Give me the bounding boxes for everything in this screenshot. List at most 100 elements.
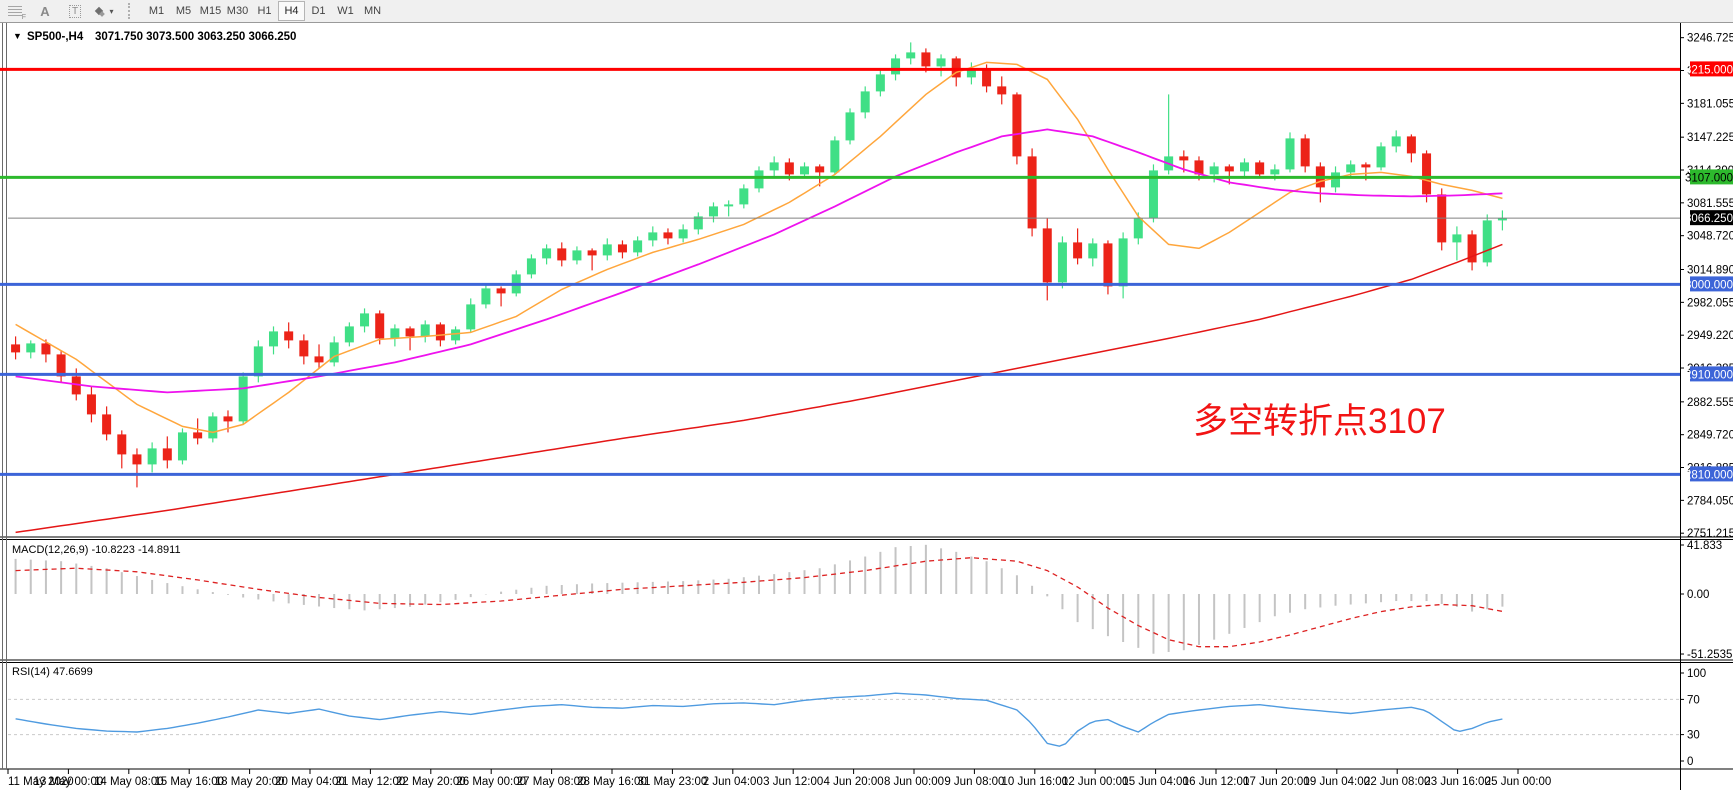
timeframe-button-group: M1 M5 M15 M30 H1 H4 D1 W1 MN (143, 1, 386, 21)
candle-up (466, 304, 476, 330)
candle-up (678, 229, 688, 239)
candle-up (1270, 169, 1280, 175)
chart-area[interactable]: 3246.7253213.8903181.0553147.2253114.390… (0, 23, 1733, 790)
candle-up (526, 258, 536, 275)
candle-up (1391, 136, 1401, 147)
candle-up (360, 313, 370, 327)
candle-up (26, 343, 36, 353)
candle-down (982, 68, 992, 87)
timeframe-w1-button[interactable]: W1 (337, 5, 354, 17)
chart-collapse-icon[interactable]: ▼ (13, 31, 22, 41)
timeframe-d1-button[interactable]: D1 (311, 5, 326, 17)
hline-badge (1690, 61, 1733, 77)
candle-down (284, 331, 294, 341)
macd-tick-label: -51.2535 (1687, 649, 1732, 661)
candle-up (1118, 238, 1128, 287)
time-tick-label: 10 Jun 16:00 (1002, 776, 1069, 788)
boxed-t-icon: T (68, 4, 82, 18)
candle-down (557, 248, 567, 261)
candle-down (1042, 228, 1052, 283)
rsi-tick-label: 70 (1687, 694, 1700, 706)
candle-down (86, 394, 96, 415)
price-tick-label: 2982.055 (1687, 297, 1733, 309)
timeframe-m30-button[interactable]: M30 (226, 5, 249, 17)
time-tick-label: 21 May 12:00 (336, 776, 406, 788)
price-tick-label: 3081.555 (1687, 198, 1733, 210)
candle-up (1376, 146, 1386, 168)
candle-up (208, 416, 218, 439)
time-tick-label: 14 May 08:00 (94, 776, 164, 788)
label-tool-button[interactable]: A (30, 1, 60, 21)
current-price-badge (1690, 210, 1733, 226)
timeframe-m5-button[interactable]: M5 (175, 5, 192, 17)
candle-down (71, 376, 81, 395)
shapes-dropdown-button[interactable]: ▾ (90, 1, 120, 21)
candle-down (815, 166, 825, 173)
candle-up (253, 346, 263, 377)
macd-indicator-label: MACD(12,26,9) -10.8223 -14.8911 (12, 544, 181, 556)
hline-badge-label: 2910.000 (1685, 369, 1733, 381)
time-tick-label: 13 May 00:00 (34, 776, 104, 788)
time-tick-label: 28 May 16:00 (577, 776, 647, 788)
candle-down (617, 244, 627, 253)
mid-ma-line[interactable] (15, 128, 1503, 394)
timeframe-h1-button[interactable]: H1 (257, 5, 272, 17)
hline-badge-label: 3107.000 (1685, 172, 1733, 184)
candle-down (1179, 156, 1189, 161)
rsi-tick-label: 0 (1687, 756, 1693, 768)
time-tick-label: 27 May 08:00 (517, 776, 587, 788)
toolbar-drag-handle[interactable] (128, 3, 139, 19)
text-tool-button[interactable]: T (60, 1, 90, 21)
chart-background (0, 23, 1733, 790)
candle-up (147, 448, 157, 465)
time-tick-label: 2 Jun 04:00 (703, 776, 763, 788)
candle-down (1300, 138, 1310, 167)
rsi-tick-label: 30 (1687, 730, 1700, 742)
candle-down (921, 52, 931, 67)
chevron-down-icon: ▾ (109, 6, 114, 16)
candle-down (1073, 242, 1083, 259)
hline-badge-label: 2810.000 (1685, 469, 1733, 481)
candle-down (375, 313, 385, 339)
candle-down (56, 354, 66, 377)
candle-down (1467, 234, 1477, 263)
hline-badge (1690, 276, 1733, 292)
chart-annotation-text[interactable]: 多空转折点3107 (1193, 402, 1446, 441)
time-tick-label: 26 May 00:00 (456, 776, 526, 788)
time-tick-label: 4 Jun 20:00 (824, 776, 884, 788)
hline-badge-label: 3215.000 (1685, 64, 1733, 76)
fast-ma-line[interactable] (15, 61, 1503, 434)
timeframe-m1-button[interactable]: M1 (148, 5, 165, 17)
time-tick-label: 22 Jun 08:00 (1364, 776, 1431, 788)
candle-up (830, 140, 840, 173)
candle-up (1209, 166, 1219, 175)
candle-up (344, 326, 354, 343)
candle-up (1331, 172, 1341, 188)
candle-down (1224, 166, 1234, 172)
candle-down (102, 414, 112, 435)
candle-up (633, 240, 643, 253)
timeframe-h4-button[interactable]: H4 (278, 1, 305, 21)
hline-badge (1690, 169, 1733, 185)
candle-down (162, 448, 172, 461)
time-tick-label: 23 Jun 16:00 (1424, 776, 1491, 788)
indicators-grid-button[interactable]: F (0, 1, 30, 21)
price-tick-label: 2784.050 (1687, 495, 1733, 507)
price-tick-label: 3181.055 (1687, 98, 1733, 110)
slow-ma-line[interactable] (15, 243, 1503, 534)
price-tick-label: 2882.555 (1687, 397, 1733, 409)
grid-f-icon: F (8, 5, 26, 21)
candle-down (405, 328, 415, 337)
candle-up (542, 248, 552, 259)
macd-signal-line (15, 557, 1503, 648)
time-tick-label: 3 Jun 12:00 (763, 776, 823, 788)
candles (11, 42, 1507, 488)
candle-down (1361, 164, 1371, 168)
time-tick-label: 19 Jun 04:00 (1304, 776, 1371, 788)
timeframe-mn-button[interactable]: MN (363, 5, 382, 17)
price-tick-label: 2949.220 (1687, 330, 1733, 342)
timeframe-m15-button[interactable]: M15 (199, 5, 222, 17)
time-tick-label: 22 May 20:00 (396, 776, 466, 788)
